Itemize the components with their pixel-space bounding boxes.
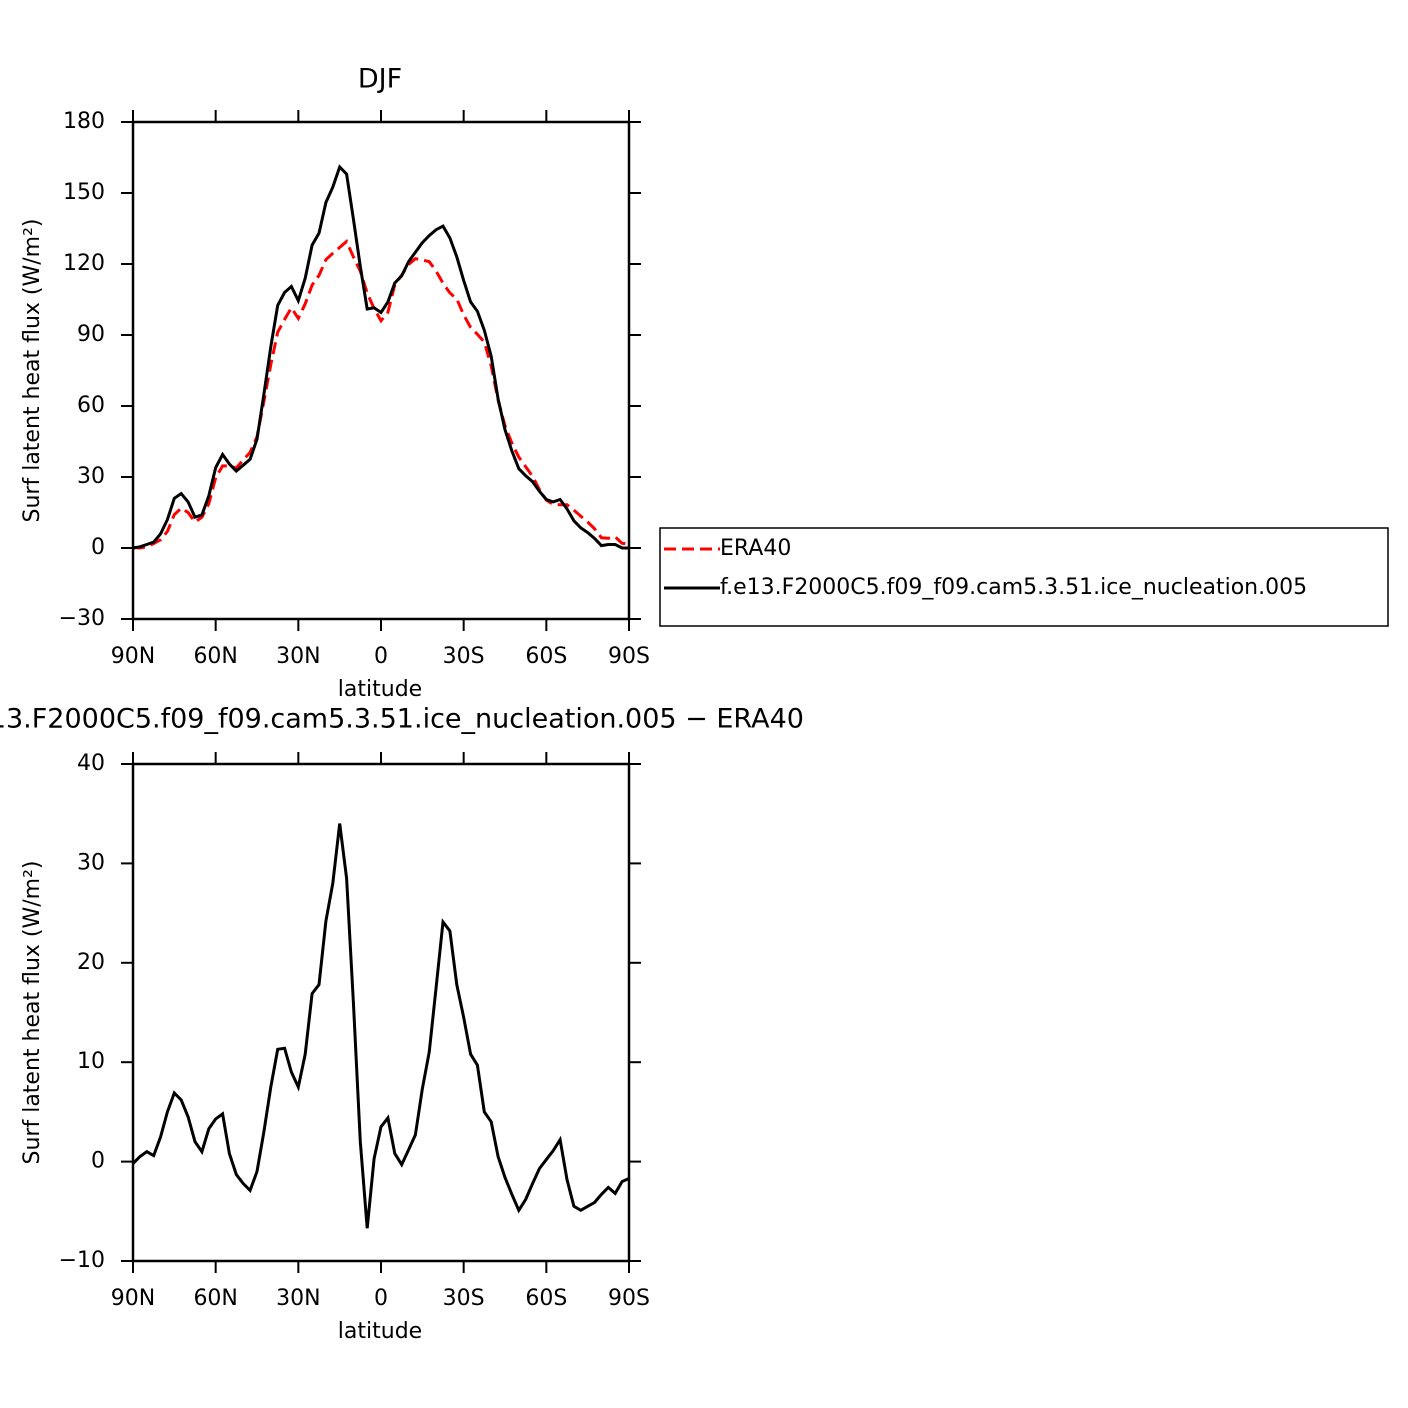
y-tick-label: 20 — [77, 950, 105, 975]
chart-title: DJF — [358, 64, 402, 95]
x-tick-label: 60S — [525, 1286, 567, 1311]
x-tick-label: 30N — [276, 1286, 320, 1311]
x-axis-label: latitude — [338, 677, 422, 702]
y-tick-label: −30 — [59, 606, 105, 631]
y-tick-label: 0 — [91, 1149, 105, 1174]
x-tick-label: 30S — [443, 1286, 485, 1311]
series-line — [131, 823, 630, 1229]
x-tick-label: 60N — [193, 1286, 237, 1311]
legend-label: f.e13.F2000C5.f09_f09.cam5.3.51.ice_nucl… — [720, 575, 1307, 600]
y-tick-label: 0 — [91, 535, 105, 560]
x-axis-label: latitude — [338, 1319, 422, 1344]
series-line — [132, 164, 629, 550]
y-tick-label: 10 — [77, 1049, 105, 1074]
x-tick-label: 90N — [111, 644, 155, 669]
x-tick-label: 90N — [111, 1286, 155, 1311]
y-tick-label: 90 — [77, 322, 105, 347]
y-axis-label: Surf latent heat flux (W/m²) — [20, 861, 45, 1165]
x-tick-label: 90S — [608, 1286, 650, 1311]
y-tick-label: 30 — [77, 850, 105, 875]
y-tick-label: 150 — [63, 180, 105, 205]
x-tick-label: 0 — [374, 1286, 388, 1311]
y-axis-label: Surf latent heat flux (W/m²) — [20, 219, 45, 523]
y-tick-label: 40 — [77, 751, 105, 776]
chart-title: f.e13.F2000C5.f09_f09.cam5.3.51.ice_nucl… — [0, 704, 804, 735]
x-tick-label: 60N — [193, 644, 237, 669]
legend-label: ERA40 — [720, 536, 791, 561]
y-tick-label: −10 — [59, 1248, 105, 1273]
x-tick-label: 60S — [525, 644, 567, 669]
x-tick-label: 30N — [276, 644, 320, 669]
x-tick-label: 0 — [374, 644, 388, 669]
x-tick-label: 30S — [443, 644, 485, 669]
legend-box — [659, 527, 1389, 627]
plot-frame — [131, 120, 631, 621]
y-tick-label: 180 — [63, 109, 105, 134]
y-tick-label: 120 — [63, 251, 105, 276]
y-tick-label: 30 — [77, 464, 105, 489]
plot-frame — [131, 762, 631, 1263]
y-tick-label: 60 — [77, 393, 105, 418]
x-tick-label: 90S — [608, 644, 650, 669]
